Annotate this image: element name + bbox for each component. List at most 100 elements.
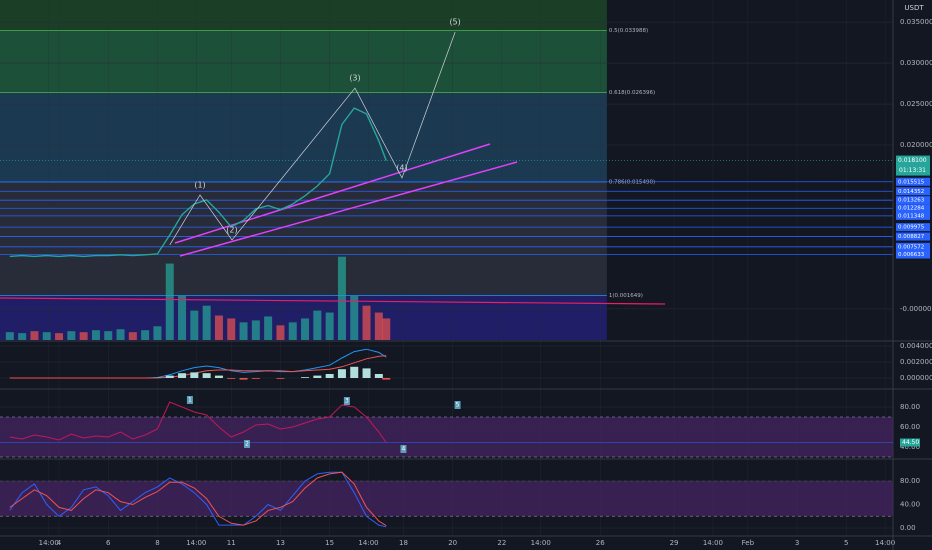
histogram-bar: [301, 377, 310, 378]
x-tick-label: 14:00: [875, 539, 895, 547]
indicator-band: [0, 480, 893, 517]
indicator-line: [9, 401, 387, 443]
wave-marker-label: 4: [402, 446, 406, 453]
price-level-label: 0.014352: [898, 189, 924, 195]
trend-line: [0, 297, 666, 305]
price-level-label: 0.009975: [898, 225, 925, 231]
wave-marker: [186, 396, 193, 404]
x-tick-label: 14:00: [703, 539, 723, 547]
y-tick-label: 0.004000: [900, 342, 932, 350]
volume-bar: [337, 256, 346, 340]
indicator-line: [9, 471, 387, 527]
countdown: 01:13:31: [899, 167, 926, 174]
volume-bar: [276, 325, 285, 340]
x-tick-label: 5: [844, 539, 848, 547]
price-level-label: 0.008827: [898, 234, 925, 240]
volume-bar: [128, 332, 137, 340]
volume-bar: [55, 333, 64, 340]
histogram-bar: [374, 374, 383, 378]
wave-label: (4): [396, 163, 407, 172]
wave-marker-label: 1: [188, 397, 192, 404]
fib-label: 0.786(0.015490): [609, 179, 655, 185]
x-tick-label: 11: [227, 539, 236, 547]
current-label: 44.50: [902, 439, 919, 446]
y-tick-label: 0.030000: [900, 59, 932, 67]
y-tick-label: 80.00: [900, 403, 920, 411]
volume-bar: [165, 263, 174, 340]
trend-line: [174, 143, 491, 244]
wave-marker: [343, 397, 350, 405]
histogram-bar: [362, 368, 371, 378]
x-tick-label: 13: [276, 539, 285, 547]
volume-bar: [382, 318, 391, 340]
volume-bar: [67, 331, 76, 340]
current-price: 0.018100: [898, 157, 927, 164]
volume-bar: [214, 315, 223, 340]
x-tick-label: 29: [670, 539, 679, 547]
fib-label: 1(0.001649): [609, 293, 643, 299]
x-tick-label: 14:00: [39, 539, 59, 547]
x-tick-label: 14:00: [531, 539, 551, 547]
wave-marker-label: 2: [245, 441, 249, 448]
volume-bar: [104, 331, 113, 340]
current-price-tag: [896, 155, 930, 176]
volume-bar: [227, 318, 236, 340]
histogram-bar: [190, 372, 199, 378]
wave-label: (5): [449, 18, 460, 27]
fib-zone: [0, 30, 607, 93]
price-level-tag: [896, 211, 930, 220]
x-tick-label: Feb: [742, 539, 755, 547]
volume-bar: [18, 333, 27, 340]
histogram-bar: [350, 366, 359, 378]
y-tick-label: 0.000000: [900, 374, 932, 382]
fib-zone: [0, 92, 607, 182]
price-level-tag: [896, 177, 930, 186]
volume-bar: [362, 305, 371, 340]
price-level-tag: [896, 232, 930, 241]
y-tick-label: -0.000000: [900, 305, 932, 313]
price-level-label: 0.013263: [898, 198, 925, 204]
price-level-tag: [896, 250, 930, 259]
volume-bar: [313, 310, 322, 340]
y-tick-label: 80.00: [900, 477, 920, 485]
volume-bar: [79, 332, 88, 340]
wave-marker: [243, 440, 250, 448]
x-tick-label: 6: [106, 539, 111, 547]
histogram-bar: [382, 378, 391, 380]
wave-marker: [454, 401, 461, 409]
histogram-bar: [325, 374, 334, 378]
price-line: [9, 107, 387, 258]
fib-zone: [0, 0, 607, 31]
y-tick-label: 0.035000: [900, 18, 932, 26]
histogram-bar: [337, 369, 346, 378]
price-level-label: 0.007572: [898, 244, 924, 250]
y-tick-label: 40.00: [900, 500, 920, 508]
wave-line: [169, 31, 456, 246]
wave-label: (2): [226, 225, 237, 234]
y-tick-label: 0.020000: [900, 141, 932, 149]
fib-label: 0.618(0.026396): [609, 90, 655, 96]
price-level-tag: [896, 196, 930, 205]
x-tick-label: 8: [155, 539, 159, 547]
volume-bar: [264, 316, 273, 340]
x-tick-label: 14:00: [186, 539, 206, 547]
y-tick-label: 0.002000: [900, 358, 932, 366]
y-tick-label: 60.00: [900, 423, 920, 431]
current-tag: [900, 438, 920, 447]
histogram-bar: [227, 378, 236, 379]
volume-bar: [141, 330, 150, 340]
indicator-line: [9, 471, 387, 528]
wave-marker-label: 5: [456, 402, 460, 409]
price-level-label: 0.012284: [898, 206, 925, 212]
price-level-label: 0.006633: [898, 252, 925, 258]
histogram-bar: [214, 375, 223, 378]
histogram-bar: [251, 378, 260, 379]
volume-bar: [116, 329, 125, 340]
x-tick-label: 14:00: [358, 539, 378, 547]
volume-bar: [301, 318, 310, 340]
price-level-tag: [896, 223, 930, 232]
histogram-bar: [276, 378, 285, 379]
volume-bar: [5, 332, 14, 340]
x-tick-label: 4: [57, 539, 62, 547]
wave-label: (3): [349, 74, 360, 83]
